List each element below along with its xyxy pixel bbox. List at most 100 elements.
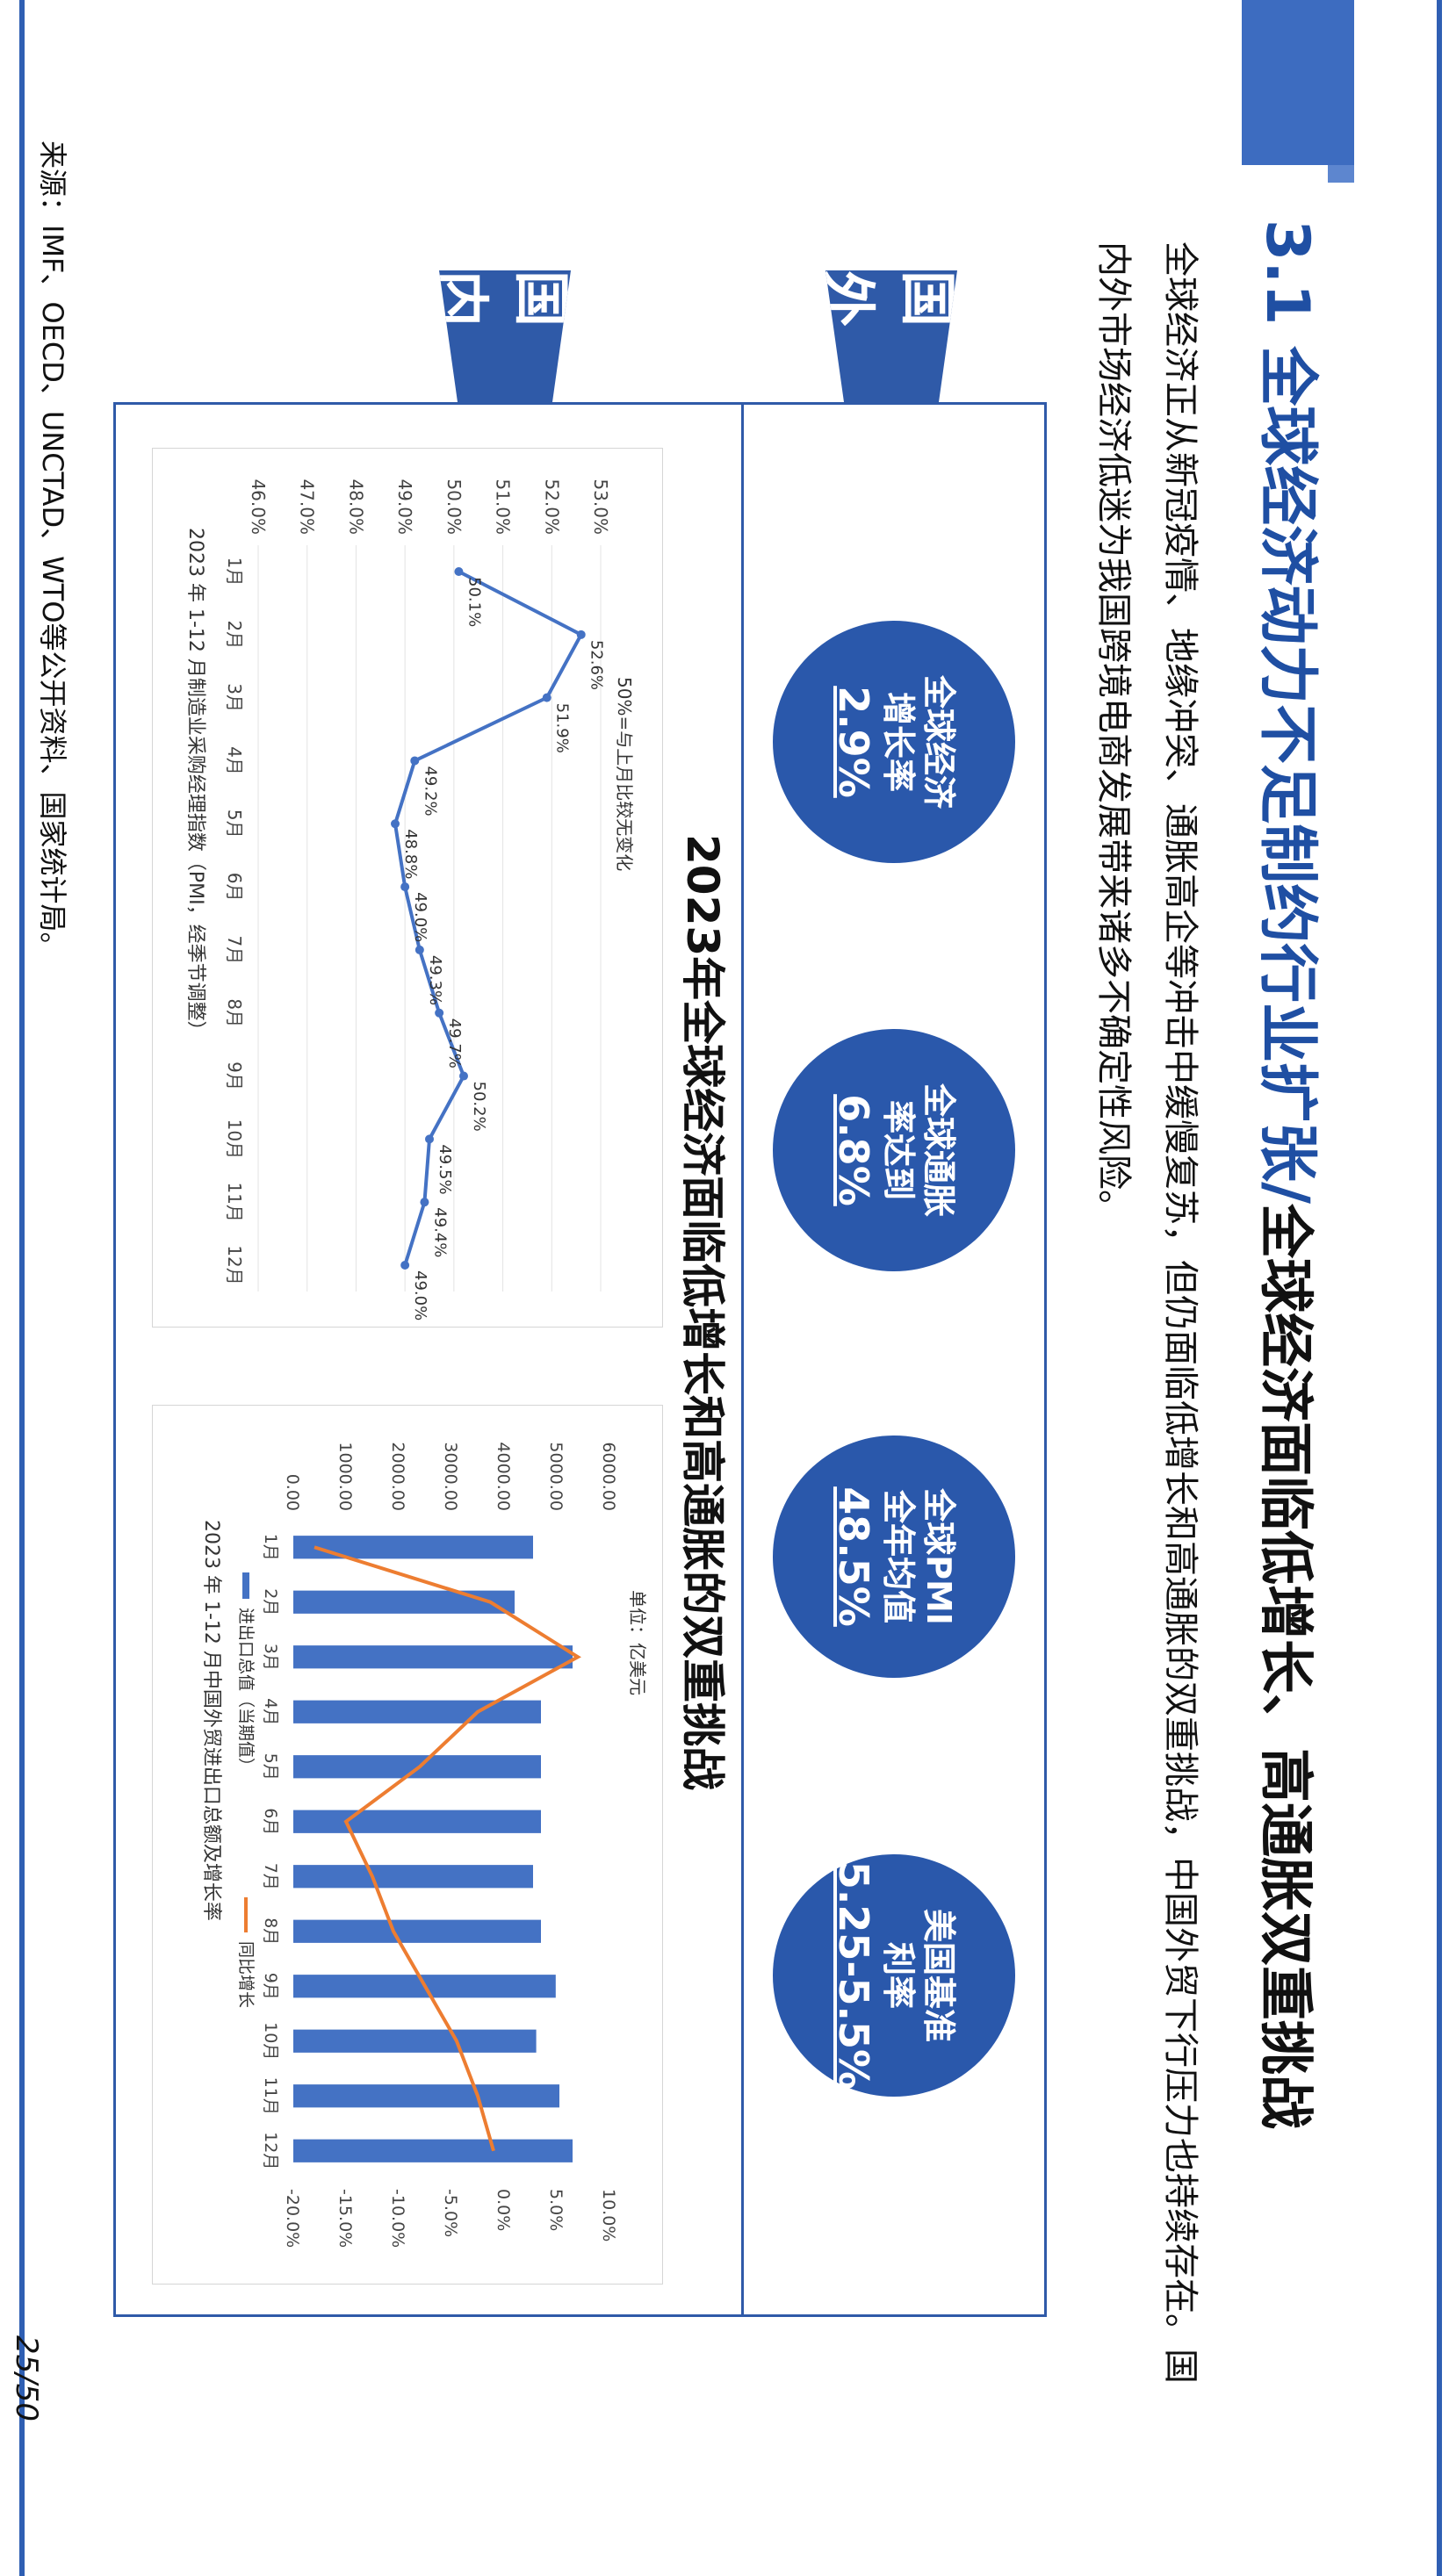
y-tick-label: 52.0%: [541, 479, 562, 535]
y-right-tick-label: 0.0%: [494, 2189, 513, 2231]
trade-bar: [293, 1919, 541, 1943]
pmi-point: [435, 1008, 444, 1018]
growth-series-line: [314, 1545, 581, 2152]
unit-label: 单位：亿美元: [627, 1590, 648, 1695]
indicator-label-2: 增长率: [879, 691, 918, 792]
legend-label: 进出口总值（当期值）: [236, 1608, 256, 1774]
y-tick-label: 46.0%: [248, 479, 269, 535]
x-tick-label: 11月: [261, 2077, 280, 2115]
y-left-tick-label: 4000.00: [494, 1442, 513, 1511]
trade-bar: [293, 1645, 573, 1669]
indicator-value: 48.5%: [830, 1486, 877, 1627]
indicator-label-2: 率达到: [879, 1099, 918, 1200]
pmi-point: [454, 567, 464, 576]
data-label: 49.3%: [426, 955, 444, 1005]
indicator-label-1: 全球经济: [919, 674, 958, 809]
corner-decoration: [1242, 0, 1354, 165]
pmi-point: [410, 756, 420, 766]
pmi-point: [459, 1071, 468, 1081]
x-tick-label: 5月: [261, 1753, 280, 1781]
pmi-point: [576, 630, 586, 639]
x-tick-label: 5月: [224, 809, 245, 838]
data-label: 49.2%: [421, 766, 439, 816]
x-tick-label: 2月: [261, 1588, 280, 1615]
pmi-point: [391, 819, 400, 829]
data-label: 51.9%: [553, 703, 572, 753]
x-tick-label: 9月: [261, 1973, 280, 2000]
indicator-label-2: 全年均值: [879, 1489, 918, 1623]
x-tick-label: 11月: [224, 1182, 245, 1221]
indicator-value: 5.25-5.5%: [830, 1860, 877, 2090]
x-tick-label: 10月: [224, 1119, 245, 1159]
data-label: 52.6%: [588, 640, 606, 690]
x-tick-label: 12月: [224, 1245, 245, 1284]
data-label: 49.0%: [411, 892, 429, 942]
trade-bar: [293, 2029, 537, 2053]
page-number: 25/50: [9, 2335, 44, 2421]
tab-domestic: 国内: [439, 270, 571, 402]
bottom-border: [19, 0, 25, 2576]
indicator-pmi: 全球PMI 全年均值 48.5%: [773, 1436, 1015, 1678]
indicator-label-1: 美国基准: [919, 1908, 958, 2042]
x-tick-label: 1月: [224, 558, 245, 586]
x-tick-label: 4月: [224, 746, 245, 775]
pmi-chart-box: 46.0% 47.0% 48.0% 49.0% 50.0% 51.0% 52.0% 53.0%…: [152, 448, 663, 1328]
y-tick-label: 53.0%: [590, 479, 611, 535]
y-tick-label: 49.0%: [394, 479, 415, 535]
trade-bar: [293, 1700, 541, 1723]
legend-label: 同比增长: [236, 1941, 256, 2008]
pmi-point: [542, 693, 551, 702]
pmi-point: [400, 882, 410, 892]
x-tick-label: 3月: [261, 1644, 280, 1671]
indicator-label-2: 利率: [879, 1941, 918, 2009]
chart-caption: 2023 年 1-12 月中国外贸进出口总额及增长率: [200, 1520, 222, 1921]
title-main: 3.1 全球经济动力不足制约行业扩张/: [1252, 219, 1322, 1204]
x-tick-label: 10月: [261, 2022, 280, 2060]
x-tick-label: 2月: [224, 620, 245, 649]
top-border: [1437, 0, 1442, 2576]
data-label: 48.8%: [401, 829, 420, 879]
indicator-label-1: 全球PMI: [919, 1488, 958, 1625]
x-tick-label: 6月: [224, 873, 245, 902]
chart-caption: 2023 年 1-12 月制造业采购经理指数（PMI，经季节调整）: [184, 528, 206, 1040]
y-right-tick-label: -5.0%: [441, 2189, 460, 2237]
y-left-tick-label: 5000.00: [546, 1442, 566, 1511]
x-tick-label: 8月: [261, 1918, 280, 1945]
y-left-tick-label: 0.00: [283, 1474, 302, 1511]
trade-bar: [293, 2139, 573, 2162]
pmi-point: [420, 1198, 429, 1207]
corner-accent: [1328, 165, 1354, 183]
indicator-inflation: 全球通胀 率达到 6.8%: [773, 1029, 1015, 1271]
y-right-tick-label: 5.0%: [546, 2189, 566, 2231]
pmi-point: [415, 945, 424, 954]
pmi-series-line: [393, 570, 584, 1266]
trade-bar: [293, 1865, 533, 1889]
x-tick-label: 9月: [224, 1061, 245, 1090]
legend-swatch-bars: [242, 1572, 249, 1599]
y-left-tick-label: 1000.00: [335, 1442, 355, 1511]
x-tick-label: 8月: [224, 998, 245, 1027]
x-tick-label: 7月: [261, 1863, 280, 1890]
source-note: 来源：IMF、OECD、UNCTAD、WTO等公开资料、国家统计局。: [36, 140, 69, 961]
chart-annotation: 50%=与上月比较无变化: [614, 677, 635, 871]
indicator-label-1: 全球通胀: [919, 1083, 958, 1217]
y-tick-label: 47.0%: [297, 479, 318, 535]
data-label: 50.2%: [470, 1082, 488, 1132]
intro-text: 全球经济正从新冠疫情、地缘冲突、通胀高企等冲击中缓慢复苏，但仍面临低增长和高通胀…: [1093, 241, 1200, 2384]
y-left-tick-label: 2000.00: [388, 1442, 407, 1511]
trade-bar: [293, 2084, 559, 2108]
data-label: 49.0%: [411, 1270, 429, 1320]
y-right-tick-label: -15.0%: [335, 2189, 355, 2248]
indicator-value: 6.8%: [830, 1094, 877, 1206]
data-label: 49.4%: [430, 1207, 449, 1257]
y-right-tick-label: 10.0%: [599, 2189, 618, 2241]
y-tick-label: 48.0%: [345, 479, 366, 535]
trade-chart-box: 0.00 1000.00 2000.00 3000.00 4000.00 5000.00 6…: [152, 1405, 663, 2285]
y-left-tick-label: 3000.00: [441, 1442, 460, 1511]
trade-bar: [293, 1590, 515, 1614]
domestic-heading: 2023年全球经济面临低增长和高通胀的双重挑战: [677, 834, 728, 1791]
trade-bar-chart: 0.00 1000.00 2000.00 3000.00 4000.00 5000.00 6…: [200, 1442, 648, 2248]
y-tick-label: 50.0%: [443, 479, 465, 535]
y-tick-label: 51.0%: [493, 479, 514, 535]
data-label: 50.1%: [465, 577, 483, 627]
